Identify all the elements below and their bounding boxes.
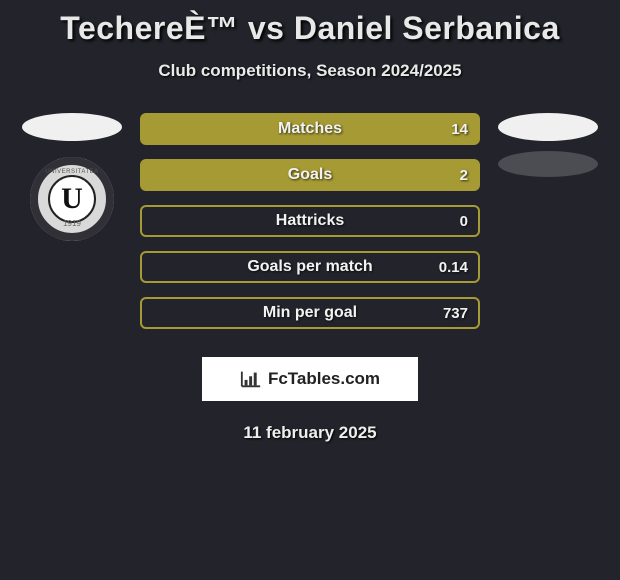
stat-bar-value: 14 bbox=[451, 121, 468, 138]
stat-bar: Matches 14 bbox=[140, 113, 480, 145]
club-logo-letter: U bbox=[48, 175, 96, 223]
stat-bars: Matches 14 Goals 2 Hattricks 0 Goals per match… bbox=[140, 113, 480, 329]
fctables-text: FcTables.com bbox=[268, 369, 380, 389]
stat-bar-value: 2 bbox=[460, 167, 468, 184]
comparison-card: TechereÈ™ vs Daniel Serbanica Club compe… bbox=[0, 0, 620, 580]
stat-bar-value: 0.14 bbox=[439, 259, 468, 276]
player-right-column bbox=[498, 113, 598, 329]
player-right-placeholder bbox=[498, 113, 598, 141]
date-label: 11 february 2025 bbox=[0, 423, 620, 443]
stat-bar: Hattricks 0 bbox=[140, 205, 480, 237]
fctables-logo[interactable]: FcTables.com bbox=[202, 357, 418, 401]
club-placeholder-right bbox=[498, 151, 598, 177]
club-logo-year: 1919 bbox=[63, 219, 81, 228]
stat-bar: Min per goal 737 bbox=[140, 297, 480, 329]
bar-chart-icon bbox=[240, 369, 262, 389]
stat-bar: Goals per match 0.14 bbox=[140, 251, 480, 283]
stat-bar-value: 0 bbox=[460, 213, 468, 230]
club-logo-left: UNIVERSITATEA U 1919 bbox=[30, 157, 114, 241]
main-row: UNIVERSITATEA U 1919 Matches 14 Goals 2 Hatt… bbox=[0, 113, 620, 329]
player-left-placeholder bbox=[22, 113, 122, 141]
stat-bar-label: Goals per match bbox=[247, 258, 372, 276]
page-title: TechereÈ™ vs Daniel Serbanica bbox=[0, 0, 620, 47]
stat-bar-label: Goals bbox=[288, 166, 332, 184]
stat-bar-value: 737 bbox=[443, 305, 468, 322]
stat-bar-label: Matches bbox=[278, 120, 342, 138]
stat-bar: Goals 2 bbox=[140, 159, 480, 191]
stat-bar-label: Min per goal bbox=[263, 304, 357, 322]
stat-bar-label: Hattricks bbox=[276, 212, 344, 230]
subtitle: Club competitions, Season 2024/2025 bbox=[0, 61, 620, 81]
player-left-column: UNIVERSITATEA U 1919 bbox=[22, 113, 122, 329]
